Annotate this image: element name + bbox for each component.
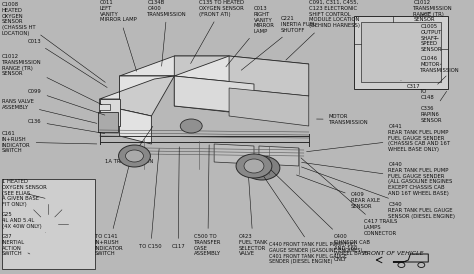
Text: TO C150: TO C150 <box>139 149 162 249</box>
Text: C1012
TRANSMISSION
RANGE (TR)
SENSOR: C1012 TRANSMISSION RANGE (TR) SENSOR <box>413 0 453 22</box>
Text: FRONT OF VEHICLE: FRONT OF VEHICLE <box>363 251 424 256</box>
Ellipse shape <box>118 145 150 167</box>
Ellipse shape <box>236 154 272 178</box>
Text: C409
REAR AXLE
SENSOR: C409 REAR AXLE SENSOR <box>296 175 380 209</box>
Text: MOTOR
TRANSMISSION: MOTOR TRANSMISSION <box>317 114 368 125</box>
Text: C099: C099 <box>28 89 105 115</box>
Ellipse shape <box>373 32 428 72</box>
Text: 1A TRANSMISSION: 1A TRANSMISSION <box>105 126 153 164</box>
Text: G37
INERTIAL
ACTION
SWITCH: G37 INERTIAL ACTION SWITCH <box>2 234 30 256</box>
Text: G25
4L AND 5.4L
(4X 40W ONLY): G25 4L AND 5.4L (4X 40W ONLY) <box>2 212 46 233</box>
Polygon shape <box>174 56 309 84</box>
Text: C013: C013 <box>28 39 107 87</box>
Polygon shape <box>100 76 174 99</box>
Text: C440
REAR TANK FUEL PUMP
FUEL GAUGE SENDER
(ALL GASOLINE ENGINES
EXCEPT CHASSIS : C440 REAR TANK FUEL PUMP FUEL GAUGE SEND… <box>301 162 453 196</box>
Text: C136: C136 <box>28 119 105 133</box>
Polygon shape <box>2 179 95 269</box>
Text: C134B
C400
TRANSMISSION: C134B C400 TRANSMISSION <box>147 0 187 66</box>
Text: TO C141
IN+RUSH
INDICATOR
SWITCH: TO C141 IN+RUSH INDICATOR SWITCH <box>95 147 134 256</box>
Text: C1012
TRANSMISSION
RANGE (TR)
SENSOR: C1012 TRANSMISSION RANGE (TR) SENSOR <box>2 54 102 105</box>
Polygon shape <box>99 104 109 110</box>
Ellipse shape <box>180 119 202 133</box>
Text: C1008
HEATED
OXYGEN
SENSOR
(CHASSIS HT
LOCATION): C1008 HEATED OXYGEN SENSOR (CHASSIS HT L… <box>2 2 105 82</box>
Text: C317: C317 <box>401 80 420 89</box>
Polygon shape <box>174 76 229 112</box>
Text: C340
REAR TANK FUEL GAUGE
SENSOR (DIESEL ENGINE): C340 REAR TANK FUEL GAUGE SENSOR (DIESEL… <box>301 167 456 219</box>
Ellipse shape <box>394 48 406 56</box>
Polygon shape <box>98 112 118 132</box>
Text: C135 TO HEATED
OXYGEN SENSOR
(FRONT ATI): C135 TO HEATED OXYGEN SENSOR (FRONT ATI) <box>191 0 244 64</box>
Text: C161
IN+RUSH
INDICATOR
SWITCH: C161 IN+RUSH INDICATOR SWITCH <box>2 131 97 153</box>
Text: C221
INERTIA FUEL
SHUTOFF: C221 INERTIA FUEL SHUTOFF <box>241 16 316 70</box>
Polygon shape <box>100 99 119 126</box>
Polygon shape <box>100 99 151 136</box>
Polygon shape <box>229 88 309 126</box>
Polygon shape <box>354 16 448 89</box>
Text: C011
LEFT
VANITY
MIRROR LAMP: C011 LEFT VANITY MIRROR LAMP <box>100 0 137 71</box>
Polygon shape <box>214 144 254 164</box>
Polygon shape <box>119 76 174 116</box>
Text: C400
JOHNSON CAB
AND 160
WHEEL BASE
ONLY: C400 JOHNSON CAB AND 160 WHEEL BASE ONLY <box>269 168 371 262</box>
Text: C440 FRONT TANK FUEL PUMP/FUEL
GAUGE SENDER (GASOLINE ENGINES)
C401 FRONT TANK F: C440 FRONT TANK FUEL PUMP/FUEL GAUGE SEN… <box>255 164 362 264</box>
Text: C417 TRAILS
LAMPS
CONNECTOR: C417 TRAILS LAMPS CONNECTOR <box>301 158 397 236</box>
Polygon shape <box>361 22 441 82</box>
Polygon shape <box>174 56 229 82</box>
Text: C423
FUEL TANK
SELECTOR
VALVE: C423 FUEL TANK SELECTOR VALVE <box>239 157 267 256</box>
Polygon shape <box>229 56 309 96</box>
Text: C441
REAR TANK FUEL PUMP
FUEL GAUGE SENDER
(CHASSIS CAB AND 16T
WHEEL BASE ONLY): C441 REAR TANK FUEL PUMP FUEL GAUGE SEND… <box>307 124 451 152</box>
Polygon shape <box>119 109 151 144</box>
Text: C117: C117 <box>171 147 185 249</box>
Ellipse shape <box>16 192 80 256</box>
Ellipse shape <box>27 203 69 245</box>
Polygon shape <box>119 56 229 76</box>
Ellipse shape <box>38 214 58 234</box>
Polygon shape <box>174 76 254 114</box>
Text: RANS VALVE
ASSEMBLY: RANS VALVE ASSEMBLY <box>2 99 97 123</box>
Ellipse shape <box>244 156 280 180</box>
Text: C336
RAPIN6
SENSOR: C336 RAPIN6 SENSOR <box>420 91 447 122</box>
Ellipse shape <box>244 159 264 173</box>
Text: C1005
OUTPUT
SHAFT
SPEED
SENSOR: C1005 OUTPUT SHAFT SPEED SENSOR <box>420 24 442 52</box>
Text: C500 TO
TRANSFER
CASE
ASSEMBLY: C500 TO TRANSFER CASE ASSEMBLY <box>194 145 221 256</box>
Text: C013
RIGHT
VANITY
MIRROR
LAMP: C013 RIGHT VANITY MIRROR LAMP <box>226 6 275 67</box>
Text: TO
C148: TO C148 <box>420 76 446 100</box>
Text: C091, C311, C455,
C123 ELECTRONIC
SHIFT CONTROL
MODULE LOCATION
(BEHIND HARNESS): C091, C311, C455, C123 ELECTRONIC SHIFT … <box>286 0 360 60</box>
Polygon shape <box>259 146 299 166</box>
Ellipse shape <box>385 41 415 63</box>
Ellipse shape <box>126 150 144 162</box>
Text: C1046
MOTOR
TRANSMISSION: C1046 MOTOR TRANSMISSION <box>420 56 460 73</box>
Text: 1 HEATED
OXYGEN SENSOR
(SEE ELIAS
A GIVEN BASE
FIT ONLY): 1 HEATED OXYGEN SENSOR (SEE ELIAS A GIVE… <box>2 179 47 207</box>
